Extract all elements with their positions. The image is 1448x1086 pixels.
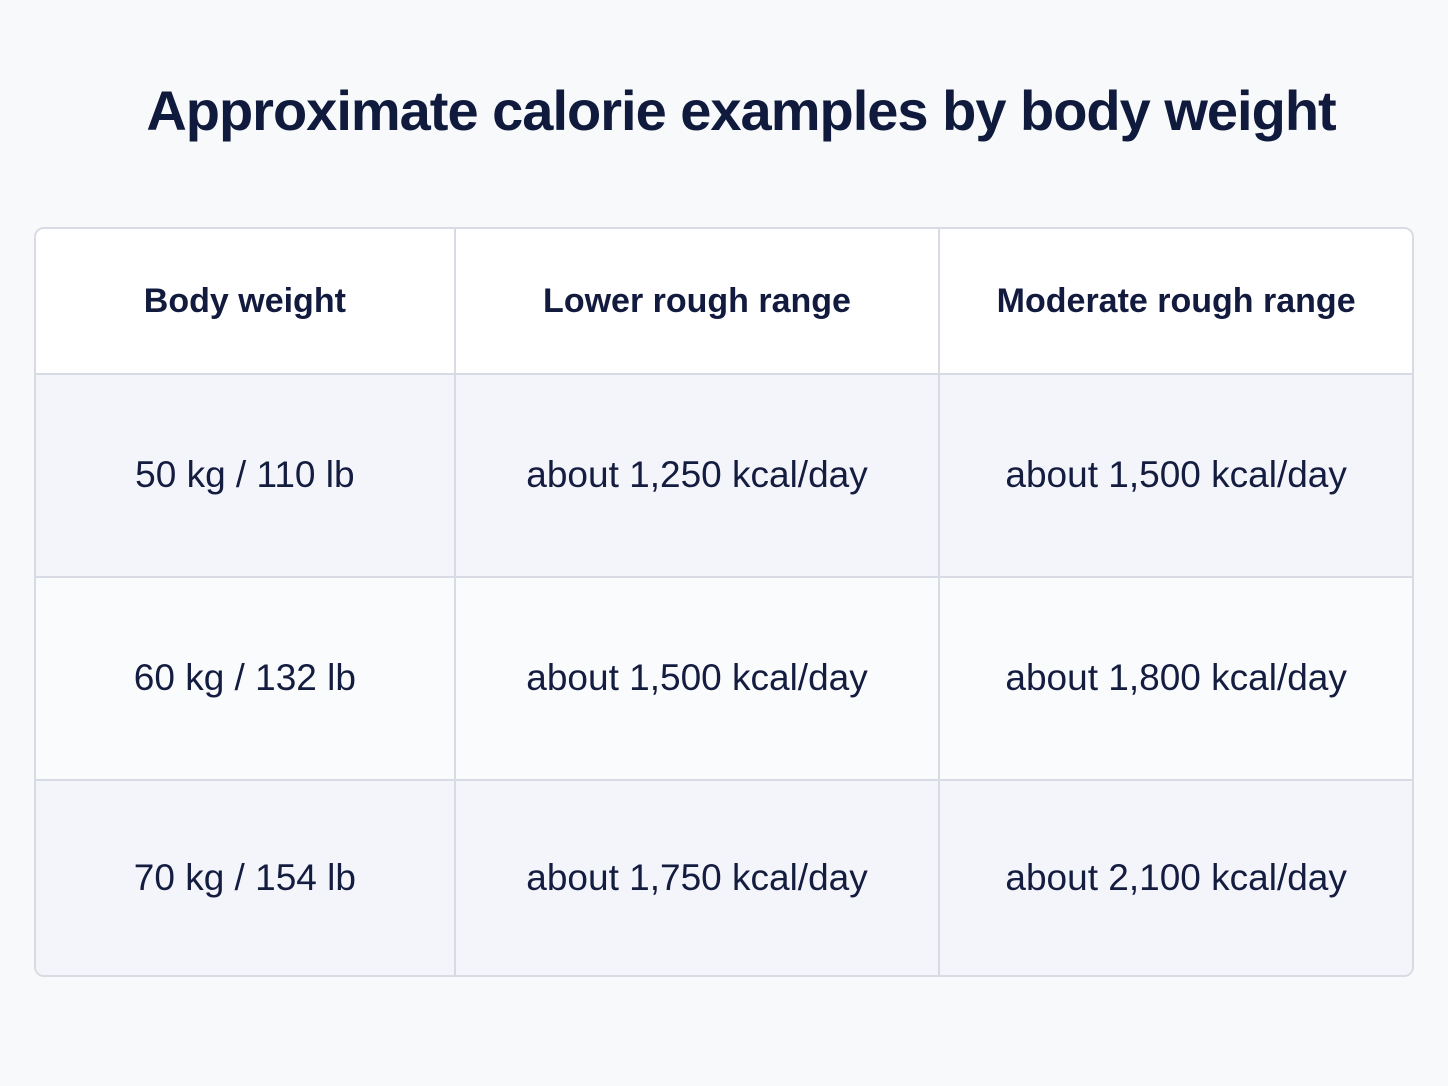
header-cell: Lower rough range [455,229,941,375]
page-title: Approximate calorie examples by body wei… [146,79,1336,142]
table-cell: 70 kg / 154 lb [36,780,456,975]
table-row: 70 kg / 154 lb about 1,750 kcal/day about … [36,780,1412,975]
table-body: 50 kg / 110 lb about 1,250 kcal/day about … [36,375,1412,975]
table-header: Body weight Lower rough range Moderate rou… [36,229,1412,375]
table-cell: 50 kg / 110 lb [36,375,456,578]
header-cell: Moderate rough range [940,229,1412,375]
table-row: 60 kg / 132 lb about 1,500 kcal/day about … [36,577,1412,781]
table-cell: about 1,500 kcal/day [455,577,941,781]
header-cell: Body weight [36,229,456,375]
table-cell: 60 kg / 132 lb [36,577,456,781]
calorie-table: Body weight Lower rough range Moderate rou… [34,227,1414,977]
header-row: Body weight Lower rough range Moderate rou… [36,229,1412,375]
table-cell: about 1,800 kcal/day [940,577,1412,781]
table-cell: about 2,100 kcal/day [940,780,1412,975]
table-cell: about 1,500 kcal/day [940,375,1412,578]
table-cell: about 1,250 kcal/day [455,375,941,578]
table-cell: about 1,750 kcal/day [455,780,941,975]
table-row: 50 kg / 110 lb about 1,250 kcal/day about … [36,375,1412,578]
